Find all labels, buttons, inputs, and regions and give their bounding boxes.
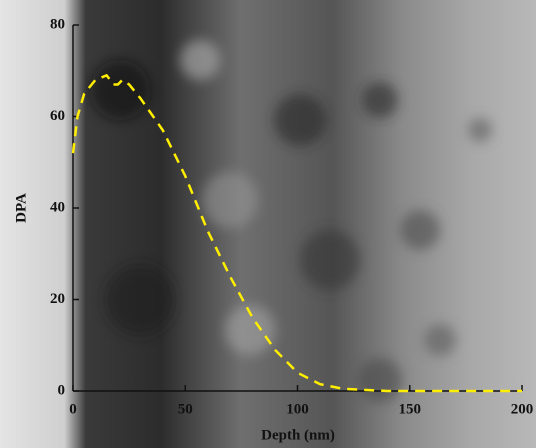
x-tick-label: 150 [399,401,422,417]
y-tick-label: 20 [50,291,65,307]
chart: DPA Depth (nm) 0 20 40 60 80 0 50 100 150 200 [0,0,536,448]
y-tick-label: 40 [50,199,65,215]
y-tick-label: 0 [58,382,66,398]
y-tick-label: 60 [50,108,65,124]
y-tick-label: 80 [50,16,65,32]
micrograph-background [0,0,536,448]
x-axis-label: Depth (nm) [261,427,335,443]
x-tick-label: 200 [511,401,534,417]
x-tick-label: 50 [178,401,193,417]
x-tick-label: 0 [69,401,77,417]
x-tick-label: 100 [286,401,309,417]
y-axis-label: DPA [13,193,29,223]
